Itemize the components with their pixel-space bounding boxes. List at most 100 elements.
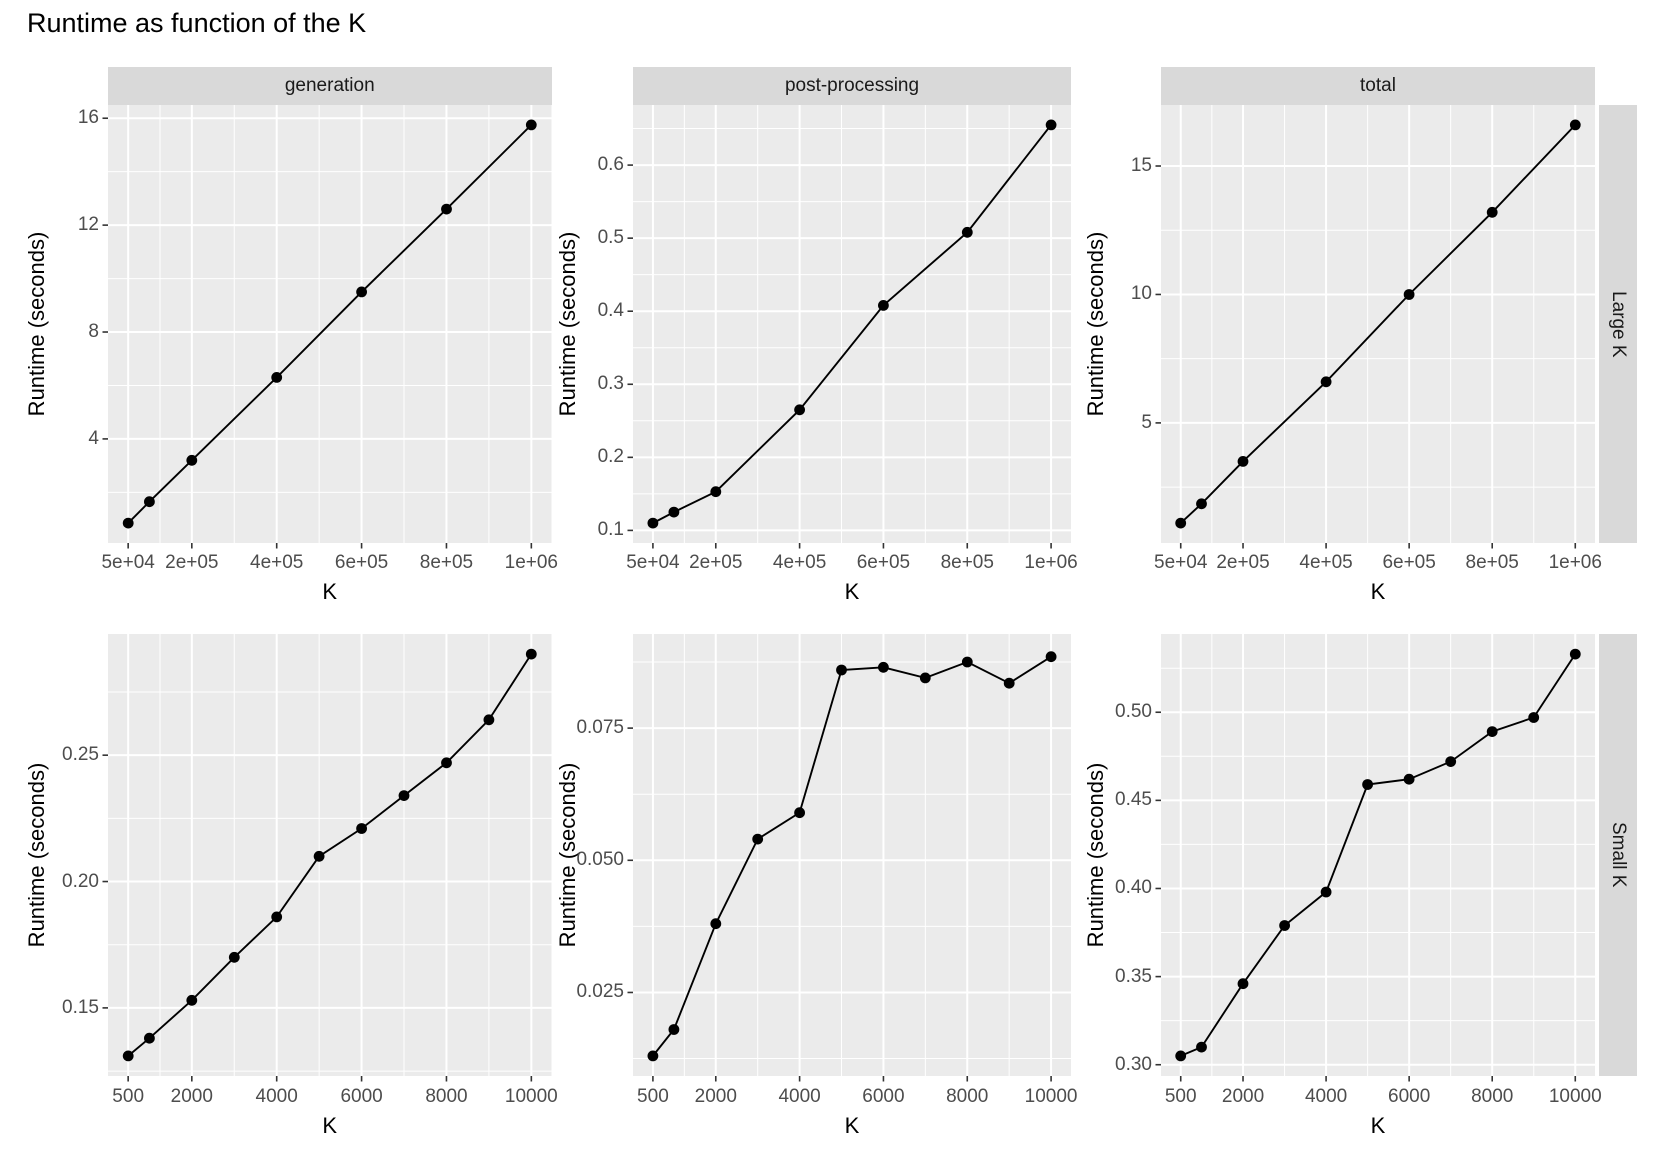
data-point xyxy=(525,119,537,131)
panel-background xyxy=(108,634,552,1076)
x-tick-label: 8000 xyxy=(1471,1086,1514,1107)
y-tick-label: 0.025 xyxy=(576,981,624,1003)
grid-major xyxy=(108,634,552,1076)
panel-large-k-post-processing xyxy=(627,105,1071,549)
panel-background xyxy=(633,634,1071,1076)
data-point xyxy=(794,404,805,416)
data-point xyxy=(1045,119,1057,131)
chart-title: Runtime as function of the K xyxy=(27,8,367,38)
panel-small-k-total xyxy=(1155,634,1595,1082)
x-tick-label: 10000 xyxy=(1548,1086,1602,1107)
x-tick-label: 500 xyxy=(112,1086,145,1107)
data-point xyxy=(1320,886,1332,898)
x-tick-label: 4e+05 xyxy=(250,552,304,573)
y-tick-label: 0.20 xyxy=(62,870,99,892)
data-point xyxy=(271,372,283,383)
axis-ticks xyxy=(1155,711,1577,1082)
grid-minor xyxy=(633,634,1071,1076)
data-point xyxy=(356,286,367,298)
grid-major xyxy=(633,105,1071,543)
y-tick-label: 0.3 xyxy=(597,373,624,395)
x-tick-label: 2000 xyxy=(170,1086,213,1107)
data-point xyxy=(1528,712,1540,723)
data-point xyxy=(647,1050,659,1062)
facet-strip-large-k: Large K xyxy=(1599,105,1637,543)
data-point xyxy=(1196,1041,1207,1053)
x-tick-label: 8000 xyxy=(425,1086,468,1107)
y-tick-label: 5 xyxy=(1141,411,1152,433)
x-tick-label: 500 xyxy=(1164,1086,1197,1107)
data-point xyxy=(1003,677,1015,689)
y-axis-title: Runtime (seconds) xyxy=(24,231,49,417)
y-tick-label: 0.1 xyxy=(597,519,624,541)
data-point xyxy=(710,486,722,498)
data-point xyxy=(186,994,198,1006)
y-tick-label: 0.35 xyxy=(1115,965,1152,987)
data-point xyxy=(1175,1050,1187,1062)
data-point xyxy=(122,1050,134,1062)
grid-minor xyxy=(633,105,1071,543)
facet-strip-post-processing: post-processing xyxy=(633,67,1071,105)
facet-strip-generation: generation xyxy=(108,67,552,105)
x-axis-title: K xyxy=(1370,579,1386,604)
data-point xyxy=(919,672,931,684)
y-tick-label: 8 xyxy=(88,321,99,343)
axis-ticks xyxy=(102,754,533,1082)
x-tick-label: 4e+05 xyxy=(1299,552,1353,573)
x-axis-title: K xyxy=(322,579,338,604)
panel-large-k-generation xyxy=(102,105,552,549)
x-tick-label: 1e+06 xyxy=(1548,552,1602,573)
y-tick-label: 12 xyxy=(77,214,99,236)
data-point xyxy=(122,517,134,529)
y-tick-label: 15 xyxy=(1130,155,1152,176)
x-tick-label: 1e+06 xyxy=(504,552,559,573)
data-point xyxy=(313,850,325,862)
data-point xyxy=(961,656,973,668)
x-tick-label: 2000 xyxy=(694,1086,737,1107)
x-tick-label: 6e+05 xyxy=(1382,552,1436,573)
grid-major xyxy=(108,105,552,543)
y-axis-title: Runtime (seconds) xyxy=(555,231,580,417)
panel-small-k-post-processing xyxy=(627,634,1071,1082)
x-tick-label: 6e+05 xyxy=(334,552,389,573)
data-point xyxy=(647,517,659,529)
y-tick-label: 0.2 xyxy=(597,446,624,468)
x-tick-label: 6000 xyxy=(340,1086,383,1107)
x-tick-label: 8e+05 xyxy=(419,552,474,573)
data-point xyxy=(961,226,973,238)
data-point xyxy=(668,506,680,518)
data-point xyxy=(1445,756,1457,767)
data-point xyxy=(483,714,495,726)
data-point xyxy=(1403,289,1415,300)
data-point xyxy=(1486,726,1498,737)
data-point xyxy=(1237,456,1249,467)
x-tick-label: 2e+05 xyxy=(689,552,743,573)
x-tick-label: 1e+06 xyxy=(1024,552,1078,573)
panel-background xyxy=(1161,634,1595,1076)
y-tick-label: 16 xyxy=(77,107,99,129)
data-point xyxy=(356,823,367,834)
data-point xyxy=(1045,651,1057,663)
x-tick-label: 4000 xyxy=(255,1086,298,1107)
data-point xyxy=(710,918,722,930)
y-tick-label: 0.075 xyxy=(576,717,624,739)
data-point xyxy=(228,951,240,963)
y-tick-label: 0.6 xyxy=(597,154,624,176)
axis-ticks xyxy=(627,164,1052,549)
data-point xyxy=(1569,119,1581,131)
y-tick-label: 0.50 xyxy=(1115,701,1152,723)
grid-minor xyxy=(1161,105,1595,543)
x-tick-label: 500 xyxy=(637,1086,669,1107)
data-point xyxy=(144,1032,155,1044)
data-point xyxy=(668,1024,680,1035)
y-axis-title: Runtime (seconds) xyxy=(24,762,49,948)
y-tick-label: 0.30 xyxy=(1115,1053,1152,1075)
data-point xyxy=(144,496,155,508)
x-tick-label: 4000 xyxy=(1304,1086,1348,1107)
data-point xyxy=(752,833,764,845)
x-axis-title: K xyxy=(844,579,860,604)
panel-background xyxy=(1161,105,1595,543)
data-point xyxy=(1403,773,1415,785)
data-point xyxy=(441,757,452,769)
